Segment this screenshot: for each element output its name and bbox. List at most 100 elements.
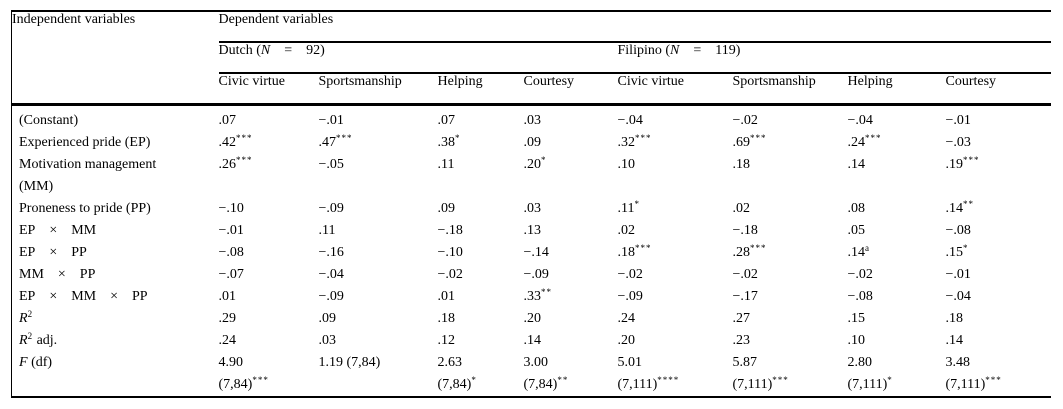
row-label: EP × MM × PP <box>19 288 148 304</box>
significance-superscript: ** <box>557 374 569 385</box>
value-cell: .18 <box>437 310 456 326</box>
value-cell: .24*** <box>847 132 882 150</box>
significance-superscript: *** <box>635 242 652 253</box>
row-label: EP × PP <box>19 244 87 260</box>
table-row: Experienced pride (EP) .42*** .47*** .38* .0… <box>12 132 1051 154</box>
value-cell: −.18 <box>437 222 463 238</box>
table-row: (Constant) .07 −.01 .07 .03 −.04 −.02 −.04 −.01 <box>12 104 1051 132</box>
value-cell: −.01 <box>945 112 971 128</box>
value-cell: −.04 <box>318 266 344 282</box>
regression-results-table: Independent variables Dependent variable… <box>11 10 1051 398</box>
value-cell: .11 <box>318 222 336 238</box>
table-row: EP × MM −.01 .11 −.18 .13 .02 −.18 .05 −.08 <box>12 220 1051 242</box>
significance-superscript: *** <box>236 154 253 165</box>
value-cell: −.09 <box>318 200 344 216</box>
value-cell: .69*** <box>732 132 767 150</box>
value-cell: .11* <box>617 198 640 216</box>
significance-superscript: *** <box>963 154 980 165</box>
row-label: EP × MM <box>19 222 97 238</box>
value-cell: .23 <box>732 332 751 348</box>
column-header-courtesy-filipino: Courtesy <box>945 73 1051 106</box>
value-cell: .07 <box>437 112 456 128</box>
value-cell: −.02 <box>732 112 758 128</box>
value-cell: 2.63 (7,84)* <box>437 354 477 392</box>
significance-superscript: ** <box>541 286 552 297</box>
n-symbol: N <box>260 43 271 58</box>
value-cell: −.05 <box>318 156 344 172</box>
value-cell: .01 <box>437 288 456 304</box>
row-label: R2 adj. <box>19 330 58 348</box>
row-label: Motivation management (MM) <box>19 156 157 194</box>
significance-superscript: * <box>455 132 461 143</box>
significance-superscript: *** <box>865 132 882 143</box>
value-cell: −.02 <box>847 266 873 282</box>
value-cell: −.04 <box>847 112 873 128</box>
row-label: F (df) <box>19 354 53 370</box>
significance-superscript: *** <box>985 374 1002 385</box>
table-row: EP × PP −.08 −.16 −.10 −.14 .18*** .28*** .14a.… <box>12 242 1051 264</box>
value-cell: .09 <box>523 134 542 150</box>
value-cell: −.10 <box>218 200 244 216</box>
significance-superscript: a <box>865 242 870 253</box>
group-label-part: Filipino ( <box>617 43 671 58</box>
table-row: Proneness to pride (PP) −.10 −.09 .09 .03 .11… <box>12 198 1051 220</box>
significance-superscript: * <box>887 374 893 385</box>
significance-superscript: * <box>963 242 969 253</box>
value-cell: .01 <box>218 288 237 304</box>
value-cell: .28*** <box>732 242 767 260</box>
value-cell: −.03 <box>945 134 971 150</box>
value-cell: −.09 <box>617 288 643 304</box>
significance-superscript: *** <box>336 132 353 143</box>
column-header-helping-dutch: Helping <box>437 73 524 106</box>
value-cell: .20 <box>617 332 636 348</box>
significance-superscript: * <box>541 154 547 165</box>
value-cell: −.01 <box>218 222 244 238</box>
value-cell: .10 <box>617 156 636 172</box>
value-cell: −.04 <box>945 288 971 304</box>
table-header: Independent variables Dependent variable… <box>11 11 1051 106</box>
value-cell: .13 <box>523 222 542 238</box>
row-label: Experienced pride (EP) <box>19 134 151 150</box>
value-cell: −.02 <box>617 266 643 282</box>
value-cell: −.02 <box>732 266 758 282</box>
table-body: (Constant) .07 −.01.07.03 −.04 −.02 −.04 −.01 E… <box>12 104 1051 397</box>
significance-superscript: ** <box>963 198 974 209</box>
value-cell: .24 <box>617 310 636 326</box>
value-cell: .08 <box>847 200 866 216</box>
significance-superscript: * <box>634 198 640 209</box>
independent-variables-header: Independent variables <box>12 12 136 27</box>
value-cell: −.10 <box>437 244 463 260</box>
blank-header-cell <box>11 73 219 106</box>
significance-superscript: *** <box>750 132 767 143</box>
value-cell: .32*** <box>617 132 652 150</box>
significance-superscript: * <box>471 374 477 385</box>
table-row: R2 adj. .24 .03 .12 .14 .20 .23 .10 .14 <box>12 330 1051 352</box>
group-header-filipino: Filipino (N = 119) <box>617 42 1051 74</box>
value-cell: .27 <box>732 310 751 326</box>
value-cell: .26*** <box>218 154 253 172</box>
value-cell: −.07 <box>218 266 244 282</box>
column-header-courtesy-dutch: Courtesy <box>523 73 618 106</box>
group-label-part: Dutch ( <box>218 43 261 58</box>
column-header-sportsmanship-filipino: Sportsmanship <box>732 73 848 106</box>
significance-superscript: 2 <box>27 330 34 341</box>
value-cell: .03 <box>523 112 542 128</box>
value-cell: −.08 <box>847 288 873 304</box>
dependent-variables-header: Dependent variables <box>218 11 1051 43</box>
value-cell: .11 <box>437 156 455 172</box>
value-cell: .15* <box>945 242 969 260</box>
group-label-part: = 119) <box>679 43 741 58</box>
value-cell: 3.48 (7,111)*** <box>945 354 1002 392</box>
row-label: MM × PP <box>19 266 96 282</box>
value-cell: .14 <box>523 332 542 348</box>
value-cell: .05 <box>847 222 866 238</box>
value-cell: 5.87 (7,111)*** <box>732 354 789 392</box>
value-cell: −.09 <box>523 266 549 282</box>
group-header-dutch: Dutch (N = 92) <box>218 42 618 74</box>
value-cell: −.02 <box>437 266 463 282</box>
group-label-part: = 92) <box>270 43 325 58</box>
header-row-groups: Dutch (N = 92) Filipino (N = 119) <box>12 42 1051 74</box>
value-cell: .18*** <box>617 242 652 260</box>
value-cell: −.18 <box>732 222 758 238</box>
